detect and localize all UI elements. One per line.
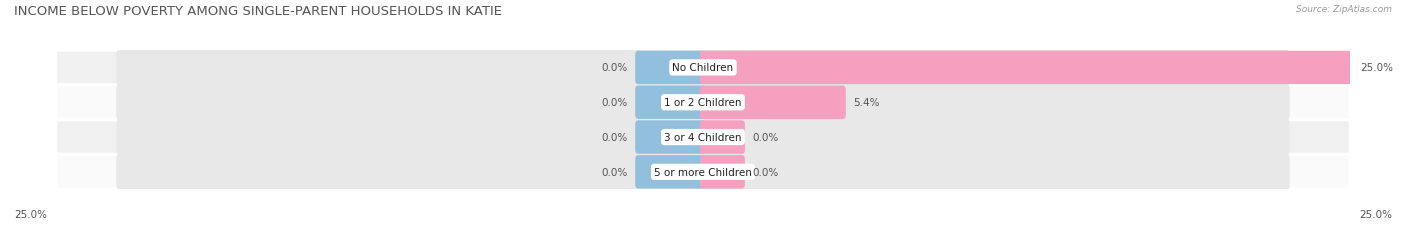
- Text: 0.0%: 0.0%: [602, 132, 628, 143]
- FancyBboxPatch shape: [56, 155, 1350, 189]
- FancyBboxPatch shape: [636, 86, 706, 119]
- FancyBboxPatch shape: [56, 121, 1350, 154]
- FancyBboxPatch shape: [636, 52, 706, 85]
- Text: INCOME BELOW POVERTY AMONG SINGLE-PARENT HOUSEHOLDS IN KATIE: INCOME BELOW POVERTY AMONG SINGLE-PARENT…: [14, 5, 502, 18]
- FancyBboxPatch shape: [700, 155, 745, 189]
- Text: 0.0%: 0.0%: [602, 98, 628, 108]
- Text: 0.0%: 0.0%: [752, 167, 779, 177]
- Text: 1 or 2 Children: 1 or 2 Children: [664, 98, 742, 108]
- Text: 5.4%: 5.4%: [853, 98, 880, 108]
- FancyBboxPatch shape: [117, 119, 1289, 156]
- FancyBboxPatch shape: [56, 86, 1350, 119]
- FancyBboxPatch shape: [700, 86, 846, 119]
- FancyBboxPatch shape: [636, 121, 706, 154]
- FancyBboxPatch shape: [117, 49, 1289, 87]
- FancyBboxPatch shape: [700, 121, 745, 154]
- Text: No Children: No Children: [672, 63, 734, 73]
- Text: 5 or more Children: 5 or more Children: [654, 167, 752, 177]
- FancyBboxPatch shape: [117, 153, 1289, 191]
- Text: 0.0%: 0.0%: [752, 132, 779, 143]
- FancyBboxPatch shape: [636, 155, 706, 189]
- Text: 3 or 4 Children: 3 or 4 Children: [664, 132, 742, 143]
- Text: 0.0%: 0.0%: [602, 63, 628, 73]
- FancyBboxPatch shape: [56, 52, 1350, 85]
- Text: 25.0%: 25.0%: [1360, 210, 1392, 219]
- Text: 0.0%: 0.0%: [602, 167, 628, 177]
- Text: 25.0%: 25.0%: [14, 210, 46, 219]
- FancyBboxPatch shape: [700, 52, 1353, 85]
- FancyBboxPatch shape: [117, 84, 1289, 122]
- Text: 25.0%: 25.0%: [1360, 63, 1393, 73]
- Text: Source: ZipAtlas.com: Source: ZipAtlas.com: [1296, 5, 1392, 14]
